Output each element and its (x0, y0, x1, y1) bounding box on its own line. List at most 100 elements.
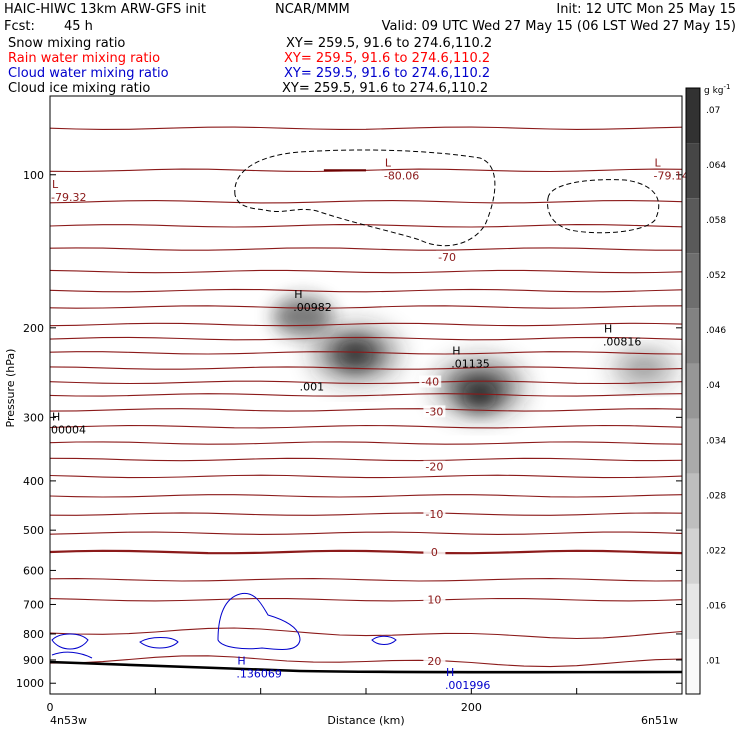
isotherm-line (49, 351, 683, 355)
x-tick-label: 0 (47, 701, 54, 714)
extremum-value: -79.32 (51, 191, 86, 204)
extremum-mark: L (52, 178, 59, 191)
ice-blob-core (461, 381, 498, 410)
field-name-snow: Snow mixing ratio (8, 36, 125, 51)
colorbar-label: .028 (706, 491, 726, 501)
isotherm-line (49, 408, 683, 412)
isotherm-line (49, 336, 683, 341)
extremum-mark: H (446, 666, 454, 679)
y-tick-label: 1000 (16, 677, 44, 690)
isotherm-line (49, 305, 683, 309)
org-label: NCAR/MMM (275, 2, 350, 17)
extremum-value: .001 (300, 380, 325, 393)
ice-blob-core (337, 339, 374, 368)
colorbar-segment (686, 473, 700, 529)
isotherm-line (49, 531, 683, 535)
contour-labels: -70 -40 -30 -20 -10 0 10 20 (419, 250, 459, 668)
colorbar-label: .034 (706, 436, 726, 446)
cloud-ice-shading (272, 296, 675, 412)
colorbar-label: .07 (706, 106, 720, 116)
colorbar-segment (686, 528, 700, 584)
extremum-mark: H (604, 322, 612, 335)
contour-label: -20 (425, 461, 443, 474)
extremum-mark: L (385, 156, 392, 169)
extremum-mark: H (294, 288, 302, 301)
x-tick-label: 200 (461, 701, 482, 714)
x-end-right: 6n51w (641, 714, 678, 727)
isotherm-line (49, 578, 683, 582)
isotherm-line (49, 441, 683, 445)
colorbar-label: .058 (706, 216, 726, 226)
contour-label-bg (436, 250, 459, 263)
extremum-value: .00816 (603, 335, 642, 348)
init-time: Init: 12 UTC Mon 25 May 15 (556, 2, 736, 17)
contour-label: 20 (427, 655, 441, 668)
colorbar-segment (686, 583, 700, 639)
colorbar-segment (686, 253, 700, 309)
contour-label: -10 (425, 508, 443, 521)
extremum-value: -79.14 (654, 169, 689, 182)
colorbar-label: .052 (706, 271, 726, 281)
cloud-water-contour (217, 592, 301, 651)
isotherm-line (49, 474, 683, 479)
isotherm-line (49, 597, 683, 602)
contour-label-bg (423, 546, 446, 559)
field-xy-rain: XY= 259.5, 91.6 to 274.6,110.2 (284, 51, 490, 66)
cloud-water-contour (371, 635, 397, 645)
x-axis-ticks: 0 200 (47, 688, 683, 714)
y-tick-label: 400 (23, 475, 44, 488)
isotherm-line (49, 494, 683, 498)
contour-label: -40 (421, 375, 439, 388)
extremum-value: -80.06 (384, 169, 419, 182)
cloud-water-contour (51, 633, 89, 650)
colorbar-segment (686, 143, 700, 199)
isotherm-line (49, 224, 683, 228)
fcst-label: Fcst: (4, 19, 35, 34)
colorbar-border (685, 87, 701, 695)
colorbar-segment (686, 363, 700, 419)
ice-blob (614, 354, 675, 383)
contour-label-bg (423, 460, 446, 473)
colorbar-segment (686, 638, 700, 694)
colorbar-label: .022 (706, 547, 726, 557)
contour-label-bg (423, 655, 446, 668)
isotherm-line (49, 549, 683, 555)
isotherm-line (49, 380, 683, 385)
snow-contour-main (234, 149, 496, 247)
cloud-water-contour (51, 651, 93, 659)
contour-label-bg (423, 405, 446, 418)
contour-label: -30 (425, 405, 443, 418)
y-tick-label: 800 (23, 628, 44, 641)
extremum-value: .00982 (293, 301, 332, 314)
extremum-mark: H (237, 654, 245, 667)
isotherm-line (49, 126, 683, 130)
extremum-value: .01135 (451, 358, 490, 371)
colorbar-segment (686, 198, 700, 254)
y-axis-label: Pressure (hPa) (4, 349, 17, 428)
fcst-value: 45 h (64, 19, 93, 34)
colorbar-segment (686, 88, 700, 144)
snow-contour-right (547, 179, 660, 234)
colorbar-label: .064 (706, 161, 726, 171)
field-xy-cloud-ice: XY= 259.5, 91.6 to 274.6,110.2 (282, 81, 488, 96)
isotherm-line (49, 393, 683, 397)
isotherm-line (49, 366, 683, 370)
extremum-mark: L (655, 156, 662, 169)
extremum-mark: H (52, 411, 60, 424)
y-tick-label: 100 (23, 169, 44, 182)
extremum-value: 00004 (51, 424, 86, 437)
contour-label-bg (423, 593, 446, 606)
y-tick-label: 500 (23, 524, 44, 537)
colorbar-segment (686, 308, 700, 364)
isotherm-line (49, 627, 683, 640)
isotherm-line (49, 269, 683, 274)
x-end-left: 4n53w (50, 714, 87, 727)
field-name-rain: Rain water mixing ratio (8, 51, 160, 66)
field-name-cloud-water: Cloud water mixing ratio (8, 66, 169, 81)
isotherm-line (49, 655, 683, 668)
contour-label-bg (423, 508, 446, 521)
extrema-annotations: L-79.32L-80.06L-79.14H.00982H.01135H.008… (51, 156, 689, 692)
isotherm-line (49, 322, 683, 327)
